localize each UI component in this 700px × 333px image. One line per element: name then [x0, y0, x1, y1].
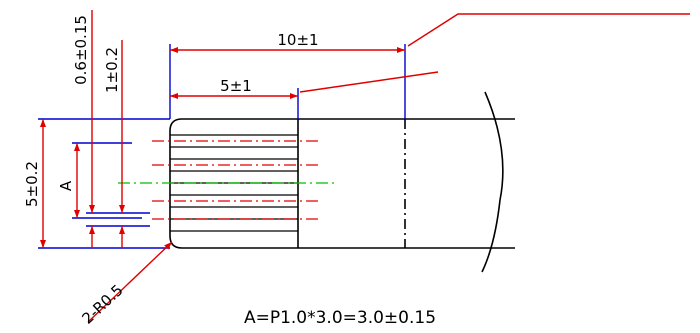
label-dim-1: 1±0.2 — [103, 47, 121, 93]
part-outline — [169, 91, 515, 273]
formula-note: A=P1.0*3.0=3.0±0.15 — [244, 308, 436, 328]
leader-10 — [407, 13, 690, 47]
pin-centerlines — [152, 140, 318, 220]
break-line-lower — [481, 199, 501, 273]
label-dim-5: 5±1 — [220, 77, 252, 95]
leader-radius — [87, 241, 173, 323]
label-dim-radius: 2-R0.5 — [78, 281, 126, 328]
label-dim-a: A — [57, 180, 75, 191]
dimension-lines — [40, 10, 690, 323]
label-dim-height: 5±0.2 — [23, 161, 41, 207]
leader-5 — [299, 71, 439, 93]
extension-lines — [38, 44, 406, 249]
break-line-upper — [484, 91, 504, 201]
label-dim-10: 10±1 — [277, 31, 318, 49]
label-dim-06: 0.6±0.15 — [72, 15, 90, 85]
